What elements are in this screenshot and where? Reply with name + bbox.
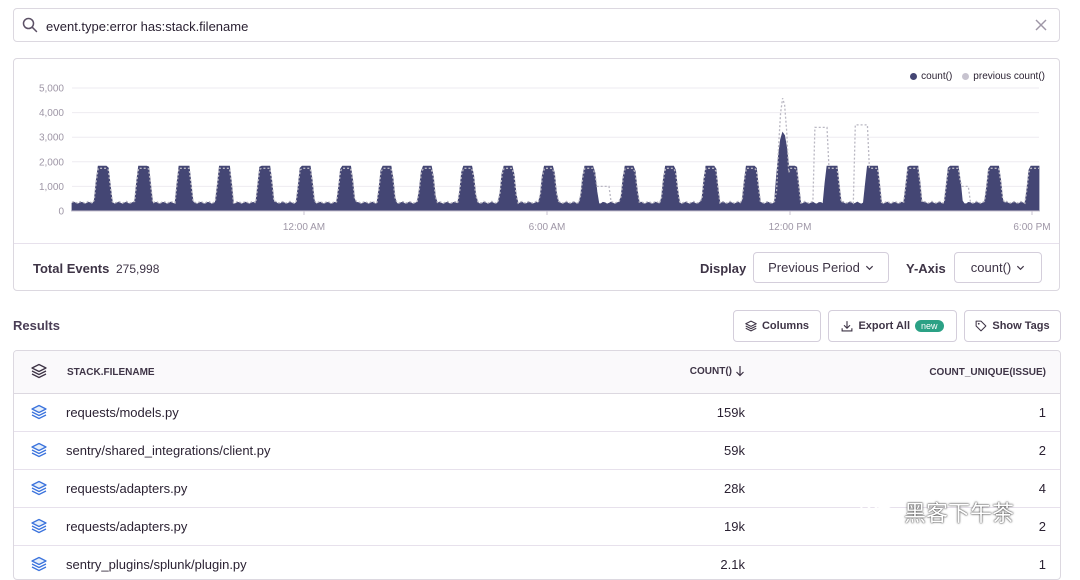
cell-count-unique: 2 — [1038, 443, 1046, 458]
cell-filename[interactable]: sentry_plugins/splunk/plugin.py — [66, 557, 247, 572]
total-events-value: 275,998 — [116, 262, 160, 276]
chart-card: 5,000 4,000 3,000 2,000 1,000 0 12:00 AM 6:00 A… — [13, 58, 1060, 291]
header-stack-filename[interactable]: STACK.FILENAME — [67, 367, 155, 378]
cell-filename[interactable]: sentry/shared_integrations/client.py — [66, 443, 271, 458]
x-tick-label: 12:00 AM — [283, 222, 325, 233]
cell-count-unique: 1 — [1038, 557, 1046, 572]
close-icon[interactable] — [1033, 17, 1049, 33]
y-tick-label: 4,000 — [39, 108, 64, 119]
search-bar[interactable] — [13, 8, 1060, 42]
search-input[interactable] — [44, 15, 998, 37]
download-icon — [842, 321, 853, 332]
stack-icon[interactable] — [31, 556, 47, 572]
results-title: Results — [13, 318, 60, 333]
x-tick-label: 12:00 PM — [769, 222, 812, 233]
events-chart: 5,000 4,000 3,000 2,000 1,000 0 12:00 AM 6:00 A… — [39, 84, 1051, 234]
chart-legend: count() previous count() — [910, 71, 1045, 82]
cell-count: 59k — [724, 443, 745, 458]
arrow-down-icon — [736, 366, 744, 377]
legend-item-previous-count[interactable]: previous count() — [962, 71, 1045, 82]
table-body: requests/models.py 159k 1 sentry/shared_int… — [14, 394, 1060, 579]
y-axis-label: Y-Axis — [906, 261, 946, 276]
cell-count: 28k — [724, 481, 745, 496]
y-axis-dropdown[interactable]: count() — [954, 252, 1042, 283]
new-badge: new — [915, 320, 944, 332]
table-header: STACK.FILENAME COUNT() COUNT_UNIQUE(ISSU… — [14, 351, 1060, 394]
search-icon — [22, 17, 38, 33]
cell-count: 159k — [716, 405, 745, 420]
y-tick-label: 5,000 — [39, 84, 64, 95]
x-tick-label: 6:00 AM — [529, 222, 566, 233]
series-previous-count-line — [71, 98, 1039, 205]
cell-filename[interactable]: requests/models.py — [66, 405, 179, 420]
stack-icon[interactable] — [31, 480, 47, 496]
table-row[interactable]: sentry_plugins/splunk/plugin.py 2.1k 1 — [14, 546, 1060, 579]
cell-filename[interactable]: requests/adapters.py — [66, 519, 188, 534]
y-tick-label: 1,000 — [39, 182, 64, 193]
header-count-unique-issue[interactable]: COUNT_UNIQUE(ISSUE) — [929, 367, 1046, 378]
table-row[interactable]: sentry/shared_integrations/client.py 59k 2 — [14, 432, 1060, 470]
cell-count-unique: 2 — [1038, 519, 1046, 534]
stack-icon[interactable] — [31, 404, 47, 420]
display-dropdown[interactable]: Previous Period — [753, 252, 889, 283]
x-tick-label: 6:00 PM — [1013, 222, 1050, 233]
y-tick-label: 0 — [58, 207, 64, 218]
cell-count: 19k — [724, 519, 745, 534]
show-tags-button[interactable]: Show Tags — [964, 310, 1061, 342]
legend-item-count[interactable]: count() — [910, 71, 952, 82]
tag-icon — [975, 320, 987, 332]
chevron-down-icon — [1017, 265, 1025, 271]
stack-icon — [745, 320, 757, 332]
wechat-icon — [860, 499, 895, 524]
y-axis-dropdown-value: count() — [970, 260, 1012, 275]
table-row[interactable]: requests/models.py 159k 1 — [14, 394, 1060, 432]
watermark-text: 黑客下午茶 — [904, 501, 1015, 526]
total-events-label: Total Events — [33, 261, 110, 276]
stack-icon[interactable] — [31, 518, 47, 534]
columns-button-label: Columns — [761, 320, 810, 332]
stack-icon[interactable] — [31, 442, 47, 458]
results-table: STACK.FILENAME COUNT() COUNT_UNIQUE(ISSU… — [13, 350, 1061, 580]
watermark: 黑客下午茶 — [858, 496, 1014, 528]
table-row[interactable]: requests/adapters.py 28k 4 — [14, 470, 1060, 508]
series-count-area — [71, 131, 1040, 212]
y-tick-label: 3,000 — [39, 133, 64, 144]
chevron-down-icon — [865, 265, 873, 271]
export-all-button[interactable]: Export All new — [828, 310, 957, 342]
stack-icon — [31, 363, 47, 379]
show-tags-label: Show Tags — [992, 320, 1050, 332]
display-dropdown-value: Previous Period — [768, 260, 860, 275]
columns-button[interactable]: Columns — [733, 310, 821, 342]
table-row[interactable]: requests/adapters.py 19k 2 — [14, 508, 1060, 546]
cell-count-unique: 4 — [1038, 481, 1046, 496]
export-all-label: Export All — [858, 320, 911, 332]
cell-filename[interactable]: requests/adapters.py — [66, 481, 188, 496]
cell-count-unique: 1 — [1038, 405, 1046, 420]
header-count[interactable]: COUNT() — [690, 365, 745, 377]
cell-count: 2.1k — [720, 557, 745, 572]
display-label: Display — [700, 261, 747, 276]
y-tick-label: 2,000 — [39, 157, 64, 168]
chart-footer: Total Events 275,998 Display Previous Pe… — [14, 243, 1059, 291]
